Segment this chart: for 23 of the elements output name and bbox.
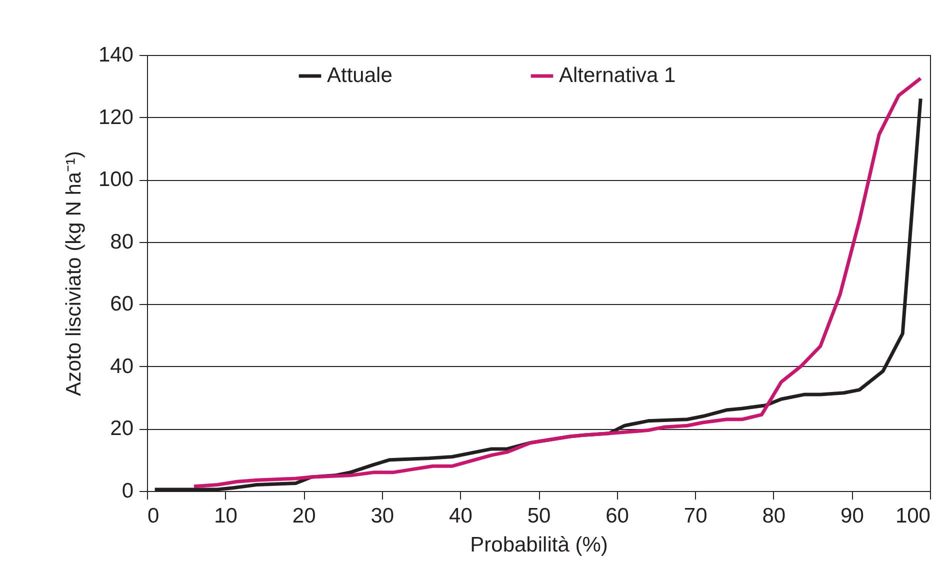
y-tick-label: 80 bbox=[110, 230, 134, 254]
y-tick-label: 120 bbox=[98, 106, 134, 129]
x-tick-label: 90 bbox=[840, 504, 864, 528]
y-tick-label: 60 bbox=[110, 292, 134, 316]
x-tick-label: 100 bbox=[895, 504, 930, 528]
y-tick-label: 100 bbox=[98, 168, 134, 192]
x-axis-title: Probabilità (%) bbox=[470, 534, 608, 556]
legend-label: Alternativa 1 bbox=[559, 64, 676, 87]
x-tick-label: 40 bbox=[449, 504, 472, 528]
x-tick-label: 0 bbox=[148, 504, 160, 528]
y-tick-label: 20 bbox=[110, 417, 134, 440]
y-tick-label: 0 bbox=[122, 480, 134, 502]
x-tick-label: 70 bbox=[684, 504, 708, 528]
x-tick-label: 50 bbox=[527, 504, 551, 528]
y-tick-label: 140 bbox=[98, 44, 134, 66]
x-tick-label: 80 bbox=[762, 504, 786, 528]
x-tick-label: 60 bbox=[606, 504, 629, 528]
x-tick-label: 30 bbox=[370, 504, 394, 528]
y-tick-label: 40 bbox=[110, 354, 134, 378]
legend-label: Attuale bbox=[327, 64, 392, 87]
x-tick-label: 20 bbox=[292, 504, 316, 528]
y-axis-title: Azoto lisciviato (kg N ha⁻¹) bbox=[62, 150, 86, 396]
x-tick-label: 10 bbox=[214, 504, 238, 528]
